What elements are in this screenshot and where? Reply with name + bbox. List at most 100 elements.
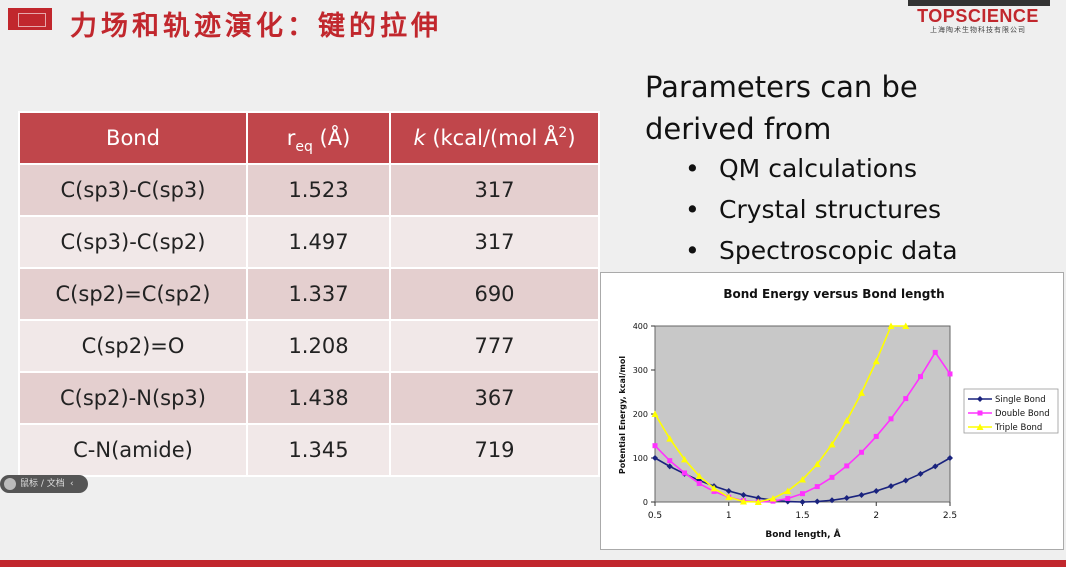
table-row: C(sp2)-N(sp3) 1.438 367 xyxy=(18,371,600,425)
data-point xyxy=(903,396,909,402)
data-point xyxy=(695,472,703,480)
data-point xyxy=(829,497,835,504)
data-point xyxy=(666,463,673,470)
table-row: C(sp2)=O 1.208 777 xyxy=(18,319,600,373)
y-tick-label: 100 xyxy=(633,454,648,463)
header-k-unit: (kcal/(mol Å xyxy=(425,126,559,150)
header-k-italic: k xyxy=(413,126,426,150)
chevron-left-icon[interactable]: ‹ xyxy=(70,479,74,489)
floating-toolbar-pill[interactable]: 鼠标 / 文档 ‹ xyxy=(0,475,88,493)
cell-req: 1.345 xyxy=(246,423,391,477)
header-k: k (kcal/(mol Å2) xyxy=(389,111,600,165)
x-tick-label: 0.5 xyxy=(648,511,662,521)
x-tick-label: 1 xyxy=(726,511,732,521)
legend-marker xyxy=(977,396,983,402)
data-point xyxy=(843,417,851,424)
data-point xyxy=(666,435,674,442)
cell-req: 1.497 xyxy=(246,215,391,269)
header-bond: Bond xyxy=(18,111,248,165)
header-req: req (Å) xyxy=(246,111,391,165)
cell-k: 690 xyxy=(389,267,600,321)
cell-bond: C-N(amide) xyxy=(18,423,248,477)
title-bullet-icon xyxy=(8,8,52,30)
data-point xyxy=(902,322,910,329)
data-point xyxy=(814,498,821,505)
legend-label: Double Bond xyxy=(995,409,1050,419)
list-item-label: Spectroscopic data xyxy=(719,236,958,265)
data-point xyxy=(725,493,733,501)
data-point xyxy=(917,470,924,477)
cell-req: 1.523 xyxy=(246,163,391,217)
data-point xyxy=(652,443,658,449)
data-point xyxy=(888,483,894,490)
data-point xyxy=(784,487,792,494)
data-point xyxy=(843,495,850,502)
data-point xyxy=(829,474,835,480)
data-point xyxy=(858,491,865,498)
data-point xyxy=(918,374,923,380)
cell-req: 1.337 xyxy=(246,267,391,321)
data-point xyxy=(799,476,806,483)
y-tick-label: 0 xyxy=(643,498,648,507)
toolbar-label: 鼠标 / 文档 xyxy=(20,479,65,489)
bond-parameters-table: Bond req (Å) k (kcal/(mol Å2) C(sp3)-C(s… xyxy=(18,111,600,477)
data-point xyxy=(725,488,732,494)
cell-k: 317 xyxy=(389,215,600,269)
bond-energy-chart: Bond Energy versus Bond length Bond leng… xyxy=(600,272,1064,550)
company-logo: TOPSCIENCE 上海陶术生物科技有限公司 xyxy=(916,6,1040,35)
plot-area xyxy=(654,325,951,503)
y-axis-label: Potential Energy, kcal/mol xyxy=(618,356,627,474)
chart-title: Bond Energy versus Bond length xyxy=(723,287,944,301)
params-line-2: derived from xyxy=(645,112,832,146)
data-point xyxy=(828,440,836,448)
data-point xyxy=(799,499,806,505)
data-point xyxy=(740,491,747,498)
data-point xyxy=(740,498,747,505)
legend-marker xyxy=(976,423,984,430)
cell-k: 719 xyxy=(389,423,600,477)
data-point xyxy=(872,357,880,365)
header-req-sub: eq xyxy=(295,139,313,155)
x-tick-label: 1.5 xyxy=(795,511,809,521)
data-point xyxy=(667,458,673,464)
bullet-icon: • xyxy=(685,195,700,224)
record-icon[interactable] xyxy=(4,477,16,490)
data-point xyxy=(858,389,865,396)
chart-svg: Bond Energy versus Bond length Bond leng… xyxy=(618,287,1059,540)
parameters-text: Parameters can be derived from xyxy=(645,66,918,150)
logo-subtitle: 上海陶术生物科技有限公司 xyxy=(930,26,1026,34)
cell-bond: C(sp3)-C(sp2) xyxy=(18,215,248,269)
data-point xyxy=(888,416,894,422)
data-point xyxy=(873,488,880,494)
legend-box xyxy=(963,388,1059,434)
legend-label: Single Bond xyxy=(995,395,1046,405)
table-row: C-N(amide) 1.345 719 xyxy=(18,423,600,477)
top-strip xyxy=(908,0,1050,6)
table-header-row: Bond req (Å) k (kcal/(mol Å2) xyxy=(18,111,600,165)
legend-label: Triple Bond xyxy=(994,423,1042,433)
cell-k: 367 xyxy=(389,371,600,425)
data-point xyxy=(710,484,718,492)
data-point xyxy=(681,455,688,463)
y-tick-label: 300 xyxy=(633,366,648,375)
list-item: • QM calculations xyxy=(685,148,958,189)
data-point xyxy=(711,488,717,494)
data-point xyxy=(844,463,850,469)
data-point xyxy=(651,410,659,417)
x-axis-label: Bond length, Å xyxy=(765,529,840,540)
table-row: C(sp3)-C(sp2) 1.497 317 xyxy=(18,215,600,269)
data-point xyxy=(932,463,939,470)
bullet-icon: • xyxy=(685,236,700,265)
data-point xyxy=(682,470,687,476)
bottom-accent-bar xyxy=(0,560,1066,567)
data-point xyxy=(947,371,953,377)
header-req-unit: (Å) xyxy=(312,126,351,150)
cell-bond: C(sp2)-N(sp3) xyxy=(18,371,248,425)
logo-brand: TOPSCIENCE xyxy=(917,6,1039,26)
cell-bond: C(sp3)-C(sp3) xyxy=(18,163,248,217)
data-point xyxy=(785,495,791,501)
data-point xyxy=(813,460,821,468)
data-point xyxy=(947,455,953,461)
cell-k: 317 xyxy=(389,163,600,217)
data-point xyxy=(859,449,864,455)
